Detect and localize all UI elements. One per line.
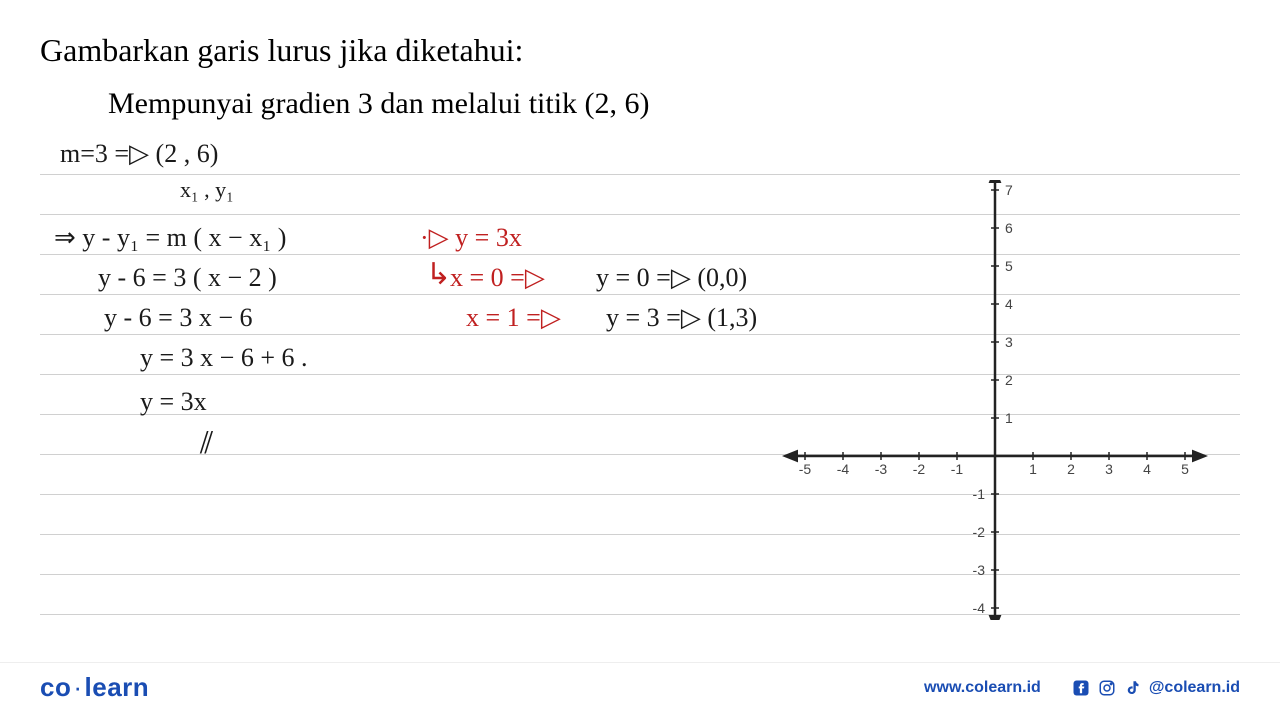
svg-text:-4: -4	[973, 600, 986, 616]
tiktok-icon[interactable]	[1123, 678, 1143, 698]
hw-line-2: ⇒ y - y₁ = m ( x − x₁ )	[54, 223, 286, 253]
svg-text:3: 3	[1105, 461, 1113, 477]
svg-text:1: 1	[1005, 410, 1013, 426]
footer-bar: co·learn www.colearn.id @colearn.id	[0, 662, 1280, 702]
hw-red-3b: y = 3 =▷ (1,3)	[606, 303, 757, 333]
svg-text:1: 1	[1029, 461, 1037, 477]
facebook-icon[interactable]	[1071, 678, 1091, 698]
svg-text:4: 4	[1143, 461, 1151, 477]
svg-text:-3: -3	[973, 562, 986, 578]
hw-line-3: y - 6 = 3 ( x − 2 )	[98, 263, 277, 293]
hw-red-3a: x = 1 =▷	[466, 303, 561, 333]
hw-line-7: ⫽	[200, 427, 213, 461]
hw-red-2a: ↳	[426, 257, 451, 292]
svg-text:2: 2	[1005, 372, 1013, 388]
problem-subtitle: Mempunyai gradien 3 dan melalui titik (2…	[108, 87, 1240, 121]
website-link[interactable]: www.colearn.id	[924, 679, 1041, 697]
logo-separator: ·	[73, 672, 82, 702]
svg-text:5: 5	[1181, 461, 1189, 477]
svg-text:-1: -1	[973, 486, 986, 502]
svg-text:3: 3	[1005, 334, 1013, 350]
svg-text:6: 6	[1005, 220, 1013, 236]
hw-line-1b: x₁ , y₁	[180, 177, 234, 203]
svg-text:7: 7	[1005, 182, 1013, 198]
svg-text:-3: -3	[875, 461, 888, 477]
brand-logo: co·learn	[40, 672, 149, 703]
svg-text:-2: -2	[973, 524, 986, 540]
svg-text:-5: -5	[799, 461, 812, 477]
svg-text:5: 5	[1005, 258, 1013, 274]
hw-line-6: y = 3x	[140, 387, 207, 417]
social-handle: @colearn.id	[1149, 679, 1240, 697]
coordinate-graph: -5 -4 -3 -2 -1 1 2 3 4 5 -4 -3 -2 -1 1 2 3 4 5 6 7	[780, 180, 1260, 620]
svg-text:-1: -1	[951, 461, 964, 477]
svg-text:-4: -4	[837, 461, 850, 477]
hw-red-2c: y = 0 =▷ (0,0)	[596, 263, 747, 293]
logo-part1: co	[40, 672, 71, 702]
svg-text:-2: -2	[913, 461, 926, 477]
hw-red-2b: x = 0 =▷	[450, 263, 545, 293]
svg-text:2: 2	[1067, 461, 1075, 477]
logo-part2: learn	[85, 672, 150, 702]
instagram-icon[interactable]	[1097, 678, 1117, 698]
svg-text:4: 4	[1005, 296, 1013, 312]
hw-red-1: ·▷ y = 3x	[420, 223, 522, 253]
social-links: @colearn.id	[1071, 678, 1240, 698]
hw-line-1a: m=3 =▷ (2 , 6)	[60, 139, 218, 169]
problem-title: Gambarkan garis lurus jika diketahui:	[40, 32, 1240, 69]
hw-line-4: y - 6 = 3 x − 6	[104, 303, 252, 333]
hw-line-5: y = 3 x − 6 + 6 .	[140, 343, 308, 373]
